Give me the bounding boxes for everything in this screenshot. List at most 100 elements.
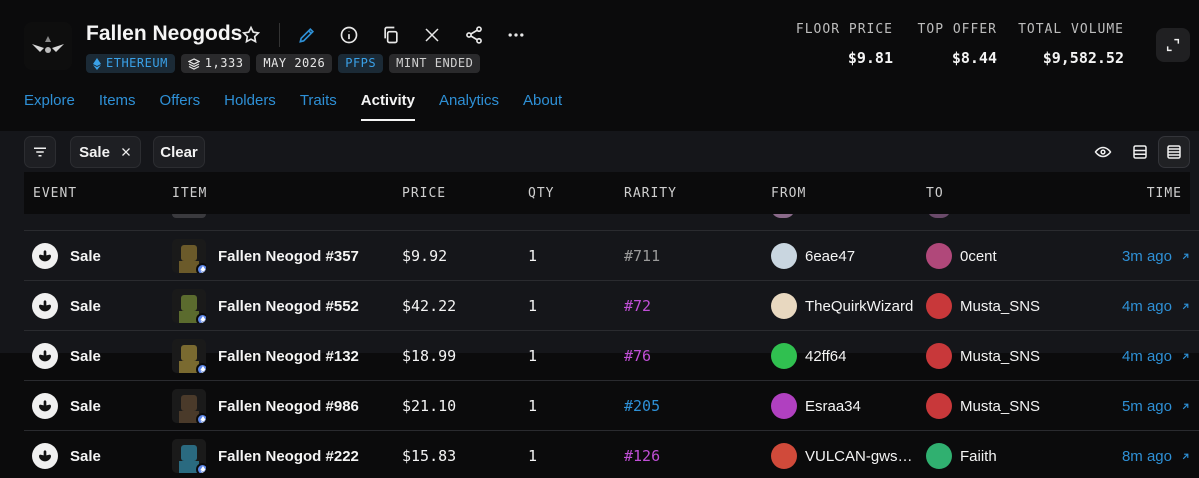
from-cell[interactable]: VULCAN-gwsfi… — [771, 431, 915, 478]
to-avatar[interactable] — [926, 393, 952, 419]
item-name[interactable]: Fallen Neogod #552 — [218, 297, 359, 315]
tab-holders[interactable]: Holders — [224, 92, 276, 109]
to-username[interactable]: 0cent — [960, 247, 997, 265]
from-avatar[interactable] — [771, 343, 797, 369]
external-link-arrow-icon — [1182, 253, 1189, 259]
time-link[interactable]: 5m ago — [1122, 398, 1191, 415]
from-avatar[interactable] — [771, 393, 797, 419]
to-cell[interactable]: Faiith — [926, 431, 997, 478]
item-cell[interactable]: Fallen Neogod #132 — [172, 331, 359, 381]
from-avatar[interactable] — [771, 243, 797, 269]
sale-filter-chip[interactable]: Sale — [70, 136, 141, 168]
table-row[interactable]: Sale Fallen Neogod #552 $42.22 1 #72 The… — [24, 280, 1199, 330]
dense-list-view-icon[interactable] — [1158, 136, 1190, 168]
item-thumbnail[interactable] — [172, 239, 206, 273]
tab-traits[interactable]: Traits — [299, 92, 337, 109]
from-avatar[interactable] — [771, 443, 797, 469]
tab-analytics[interactable]: Analytics — [438, 92, 499, 109]
remove-filter-close-icon[interactable] — [120, 146, 132, 158]
item-thumbnail[interactable] — [172, 389, 206, 423]
to-avatar[interactable] — [926, 293, 952, 319]
visibility-eye-icon[interactable] — [1087, 136, 1119, 168]
edit-pencil-icon[interactable] — [296, 24, 318, 46]
item-cell[interactable]: Fallen Neogod #222 — [172, 431, 359, 478]
item-cell[interactable]: Fallen Neogod #552 — [172, 281, 359, 331]
chain-badge[interactable]: ETHEREUM — [86, 54, 175, 73]
to-cell[interactable]: Musta_SNS — [926, 331, 1040, 381]
time-cell[interactable]: 3m ago — [1122, 231, 1191, 281]
item-name[interactable]: Fallen Neogod #986 — [218, 397, 359, 415]
col-item[interactable]: ITEM — [172, 186, 208, 201]
tab-about[interactable]: About — [522, 92, 563, 109]
to-username[interactable]: Musta_SNS — [960, 347, 1041, 365]
col-rarity[interactable]: RARITY — [624, 186, 677, 201]
from-cell[interactable]: 42ff64 — [771, 331, 846, 381]
time-link[interactable]: 4m ago — [1122, 298, 1191, 315]
clear-filters-button[interactable]: Clear — [153, 136, 205, 168]
item-name[interactable]: Fallen Neogod #357 — [218, 247, 359, 265]
from-avatar[interactable] — [771, 293, 797, 319]
category-badge[interactable]: PFPS — [338, 54, 384, 73]
x-twitter-icon[interactable] — [421, 24, 443, 46]
item-thumbnail[interactable] — [172, 439, 206, 473]
from-username[interactable]: 6eae47 — [805, 247, 856, 265]
more-options-icon[interactable] — [505, 24, 527, 46]
from-username[interactable]: TheQuirkWizard — [805, 297, 914, 315]
tab-activity[interactable]: Activity — [360, 92, 416, 121]
item-name[interactable]: Fallen Neogod #222 — [218, 447, 359, 465]
from-cell[interactable]: TheQuirkWizard — [771, 281, 913, 331]
time-cell[interactable]: 5m ago — [1122, 381, 1191, 431]
time-cell[interactable]: 8m ago — [1122, 431, 1191, 478]
time-cell[interactable]: 4m ago — [1122, 331, 1191, 381]
rarity-rank: #72 — [624, 297, 652, 315]
filter-button[interactable] — [24, 136, 56, 168]
table-row[interactable]: Sale Fallen Neogod #357 $9.92 1 #711 6ea… — [24, 230, 1199, 280]
to-cell[interactable]: Musta_SNS — [926, 381, 1040, 431]
item-thumbnail[interactable] — [172, 289, 206, 323]
to-avatar[interactable] — [926, 243, 952, 269]
compact-list-view-icon[interactable] — [1124, 136, 1156, 168]
table-row[interactable]: Sale Fallen Neogod #132 $18.99 1 #76 42f… — [24, 330, 1199, 380]
item-thumbnail[interactable] — [172, 339, 206, 373]
item-cell[interactable]: Fallen Neogod #986 — [172, 381, 359, 431]
tab-offers[interactable]: Offers — [159, 92, 201, 109]
from-cell[interactable]: 6eae47 — [771, 231, 855, 281]
col-price[interactable]: PRICE — [402, 186, 447, 201]
from-username[interactable]: VULCAN-gwsfi… — [805, 447, 915, 465]
to-username[interactable]: Musta_SNS — [960, 297, 1041, 315]
col-event[interactable]: EVENT — [33, 186, 78, 201]
info-icon[interactable] — [338, 24, 360, 46]
col-to[interactable]: TO — [926, 186, 944, 201]
tab-items[interactable]: Items — [98, 92, 136, 109]
to-username[interactable]: Musta_SNS — [960, 397, 1041, 415]
item-name[interactable]: Fallen Neogod #132 — [218, 347, 359, 365]
to-avatar[interactable] — [926, 443, 952, 469]
collection-logo[interactable] — [24, 22, 72, 70]
time-link[interactable]: 8m ago — [1122, 448, 1191, 465]
table-row[interactable]: Sale Fallen Neogod #222 $15.83 1 #126 VU… — [24, 430, 1199, 478]
table-row[interactable]: Sale Fallen Neogod #986 $21.10 1 #205 Es… — [24, 380, 1199, 430]
time-cell[interactable]: 4m ago — [1122, 281, 1191, 331]
time-link[interactable]: 4m ago — [1122, 348, 1191, 365]
from-username[interactable]: 42ff64 — [805, 347, 847, 365]
from-username[interactable]: Esraa34 — [805, 397, 861, 415]
col-time[interactable]: TIME — [1146, 186, 1182, 201]
favorite-star-icon[interactable] — [240, 24, 262, 46]
to-cell[interactable]: Musta_SNS — [926, 281, 1040, 331]
expand-button[interactable] — [1156, 28, 1190, 62]
col-from[interactable]: FROM — [771, 186, 807, 201]
copy-icon[interactable] — [380, 24, 402, 46]
share-icon[interactable] — [463, 24, 485, 46]
tab-explore[interactable]: Explore — [24, 92, 75, 109]
from-cell[interactable]: Esraa34 — [771, 381, 861, 431]
time-link[interactable]: 3m ago — [1122, 248, 1191, 265]
col-qty[interactable]: QTY — [528, 186, 555, 201]
to-avatar[interactable] — [926, 343, 952, 369]
to-cell[interactable]: 0cent — [926, 231, 997, 281]
event-label: Sale — [70, 247, 101, 265]
item-cell[interactable]: Fallen Neogod #357 — [172, 231, 359, 281]
rarity-rank: #126 — [624, 447, 661, 465]
quantity: 1 — [528, 347, 538, 365]
to-username[interactable]: Faiith — [960, 447, 997, 465]
